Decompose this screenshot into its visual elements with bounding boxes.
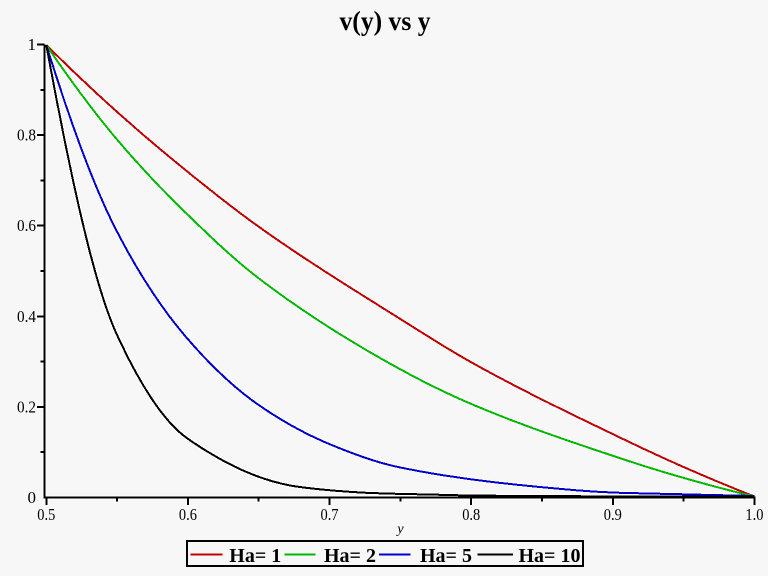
svg-text:Ha= 2: Ha= 2 [324,545,376,567]
svg-text:0.5: 0.5 [37,505,55,524]
svg-text:0.7: 0.7 [321,505,339,524]
svg-text:1.0: 1.0 [745,505,763,524]
svg-text:0.2: 0.2 [17,397,36,416]
svg-text:0.4: 0.4 [17,307,36,326]
svg-text:v(y) vs y: v(y) vs y [340,6,431,36]
svg-text:y: y [395,522,404,537]
svg-text:0.6: 0.6 [17,216,36,235]
svg-text:0.8: 0.8 [462,505,480,524]
svg-text:Ha= 10: Ha= 10 [519,545,581,567]
svg-text:1: 1 [28,35,37,54]
svg-text:Ha= 1: Ha= 1 [229,545,281,567]
svg-text:0: 0 [28,488,37,507]
svg-text:0.9: 0.9 [604,505,622,524]
svg-text:Ha= 5: Ha= 5 [420,545,472,567]
svg-text:0.6: 0.6 [179,505,197,524]
svg-text:0.8: 0.8 [17,126,36,145]
